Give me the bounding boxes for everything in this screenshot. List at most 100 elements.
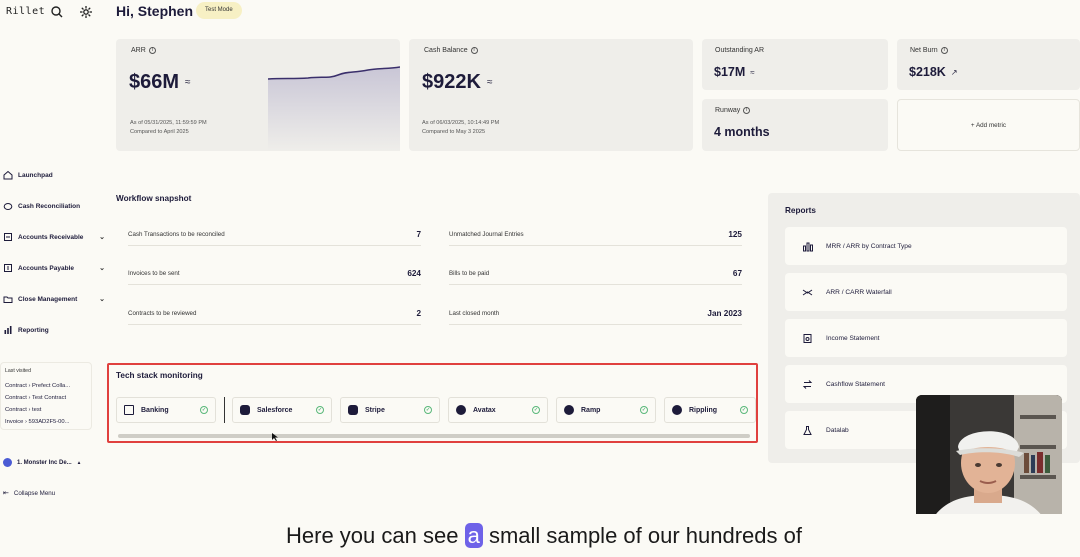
sidebar-item-cash-reconciliation[interactable]: Cash Reconciliation [3, 199, 105, 213]
integration-name: Rippling [689, 406, 717, 414]
chevron-down-icon[interactable]: ⌄ [99, 265, 105, 272]
ar-trend: ≈ [750, 67, 755, 77]
sidebar-item-launchpad[interactable]: Launchpad [3, 168, 105, 182]
horizontal-scrollbar[interactable] [118, 434, 750, 438]
info-icon[interactable]: i [470, 47, 478, 54]
workflow-row[interactable]: Unmatched Journal Entries 125 [449, 224, 742, 246]
caret-up-icon: ▴ [77, 459, 81, 466]
runway-card[interactable]: Runway i 4 months [702, 99, 888, 151]
workflow-label: Cash Transactions to be reconciled [128, 231, 225, 238]
reports-title: Reports [785, 206, 816, 215]
arr-label: ARR [131, 47, 146, 54]
arr-sparkline [268, 66, 400, 151]
cashflow-icon [802, 379, 813, 389]
workflow-row[interactable]: Last closed month Jan 2023 [449, 303, 742, 325]
page-greeting: Hi, Stephen [116, 3, 194, 19]
arr-card[interactable]: ARR i $66M ≈ As of 05/31/2025, 11:59:59 P… [116, 39, 400, 151]
cash-balance-card[interactable]: Cash Balance i $922K ≈ As of 06/03/2025, … [409, 39, 693, 151]
sidebar-item-accounts-receivable[interactable]: Accounts Receivable ⌄ [3, 230, 105, 244]
info-icon[interactable]: i [940, 47, 948, 54]
integration-banking[interactable]: Banking ✓ [116, 397, 216, 423]
report-income-statement[interactable]: Income Statement [785, 319, 1067, 357]
report-label: ARR / CARR Waterfall [826, 288, 892, 296]
integration-salesforce[interactable]: Salesforce ✓ [232, 397, 332, 423]
check-circle-icon: ✓ [532, 406, 540, 414]
report-label: MRR / ARR by Contract Type [826, 242, 912, 250]
report-label: Cashflow Statement [826, 380, 886, 388]
waterfall-icon [802, 289, 813, 295]
sidebar-item-accounts-payable[interactable]: Accounts Payable ⌄ [3, 261, 105, 275]
integration-name: Banking [141, 406, 169, 414]
workflow-value: 67 [732, 269, 742, 278]
workflow-value: 7 [416, 230, 421, 239]
burn-trend: ↗ [950, 67, 958, 77]
workflow-row[interactable]: Invoices to be sent 624 [128, 263, 421, 285]
search-icon[interactable] [49, 4, 65, 20]
stripe-icon [348, 405, 358, 415]
organization-switcher[interactable]: 1. Monster Inc De... ▴ [3, 458, 80, 467]
workflow-label: Contracts to be reviewed [128, 310, 197, 317]
chart-icon [803, 242, 813, 251]
org-avatar [3, 458, 12, 467]
report-mrr-arr[interactable]: MRR / ARR by Contract Type [785, 227, 1067, 265]
workflow-value: 624 [407, 269, 421, 278]
sidebar-item-label: Accounts Payable [18, 264, 74, 272]
sidebar-item-reporting[interactable]: Reporting [3, 323, 105, 337]
chevron-down-icon[interactable]: ⌄ [99, 234, 105, 241]
integration-stripe[interactable]: Stripe ✓ [340, 397, 440, 423]
sidebar-item-label: Close Management [18, 295, 78, 303]
caption-text: Here you can see [286, 522, 459, 548]
sidebar-item-close-management[interactable]: Close Management ⌄ [3, 292, 105, 306]
caption-text: small sample of our hundreds of [488, 522, 802, 548]
workflow-label: Unmatched Journal Entries [449, 231, 524, 238]
cash-as-of: As of 06/03/2025, 10:14:49 PM [422, 120, 500, 126]
arr-compared: Compared to April 2025 [130, 129, 189, 135]
arr-as-of: As of 05/31/2025, 11:59:59 PM [130, 120, 207, 126]
recent-link[interactable]: Contract › test [5, 407, 42, 413]
info-icon[interactable]: i [743, 107, 751, 114]
piggy-bank-icon [3, 203, 13, 210]
recent-title: Last visited [5, 368, 31, 374]
cash-value: $922K [422, 71, 481, 93]
home-icon [3, 170, 13, 180]
workflow-label: Last closed month [449, 310, 500, 317]
folder-icon [3, 296, 13, 303]
burn-label: Net Burn [910, 47, 938, 54]
workflow-row[interactable]: Cash Transactions to be reconciled 7 [128, 224, 421, 246]
add-metric-button[interactable]: + Add metric [897, 99, 1080, 151]
settings-icon[interactable] [78, 4, 94, 20]
sidebar-item-label: Reporting [18, 326, 49, 334]
collapse-menu-button[interactable]: ⇤ Collapse Menu [3, 489, 55, 498]
workflow-title: Workflow snapshot [116, 194, 192, 203]
report-arr-waterfall[interactable]: ARR / CARR Waterfall [785, 273, 1067, 311]
integration-rippling[interactable]: Rippling ✓ [664, 397, 756, 423]
recent-link[interactable]: Contract › Prefect Colla... [5, 383, 71, 389]
test-mode-badge: Test Mode [196, 2, 242, 19]
runway-label: Runway [715, 107, 741, 114]
chevron-down-icon[interactable]: ⌄ [99, 296, 105, 303]
burn-value: $218K [909, 65, 946, 79]
caption-highlight-word: a [464, 522, 483, 548]
divider [224, 397, 225, 423]
workflow-label: Bills to be paid [449, 270, 490, 277]
app-logo[interactable]: Rillet [6, 6, 46, 17]
recent-link[interactable]: Contract › Test Contract [5, 395, 67, 401]
recently-visited-panel: Last visited Contract › Prefect Colla...… [0, 362, 92, 430]
salesforce-icon [240, 405, 250, 415]
integration-avatax[interactable]: Avatax ✓ [448, 397, 548, 423]
integration-name: Salesforce [257, 406, 293, 414]
integration-name: Ramp [581, 406, 601, 414]
techstack-title: Tech stack monitoring [116, 371, 203, 380]
cash-label: Cash Balance [424, 47, 468, 54]
check-circle-icon: ✓ [424, 406, 432, 414]
check-circle-icon: ✓ [640, 406, 648, 414]
workflow-row[interactable]: Bills to be paid 67 [449, 263, 742, 285]
workflow-row[interactable]: Contracts to be reviewed 2 [128, 303, 421, 325]
flask-icon [803, 425, 812, 435]
integration-ramp[interactable]: Ramp ✓ [556, 397, 656, 423]
outstanding-ar-card[interactable]: Outstanding AR $17M ≈ [702, 39, 888, 90]
recent-link[interactable]: Invoice › 593AD2F5-00... [5, 419, 70, 425]
workflow-value: 125 [728, 230, 742, 239]
net-burn-card[interactable]: Net Burn i $218K ↗ [897, 39, 1080, 90]
info-icon[interactable]: i [148, 47, 156, 54]
